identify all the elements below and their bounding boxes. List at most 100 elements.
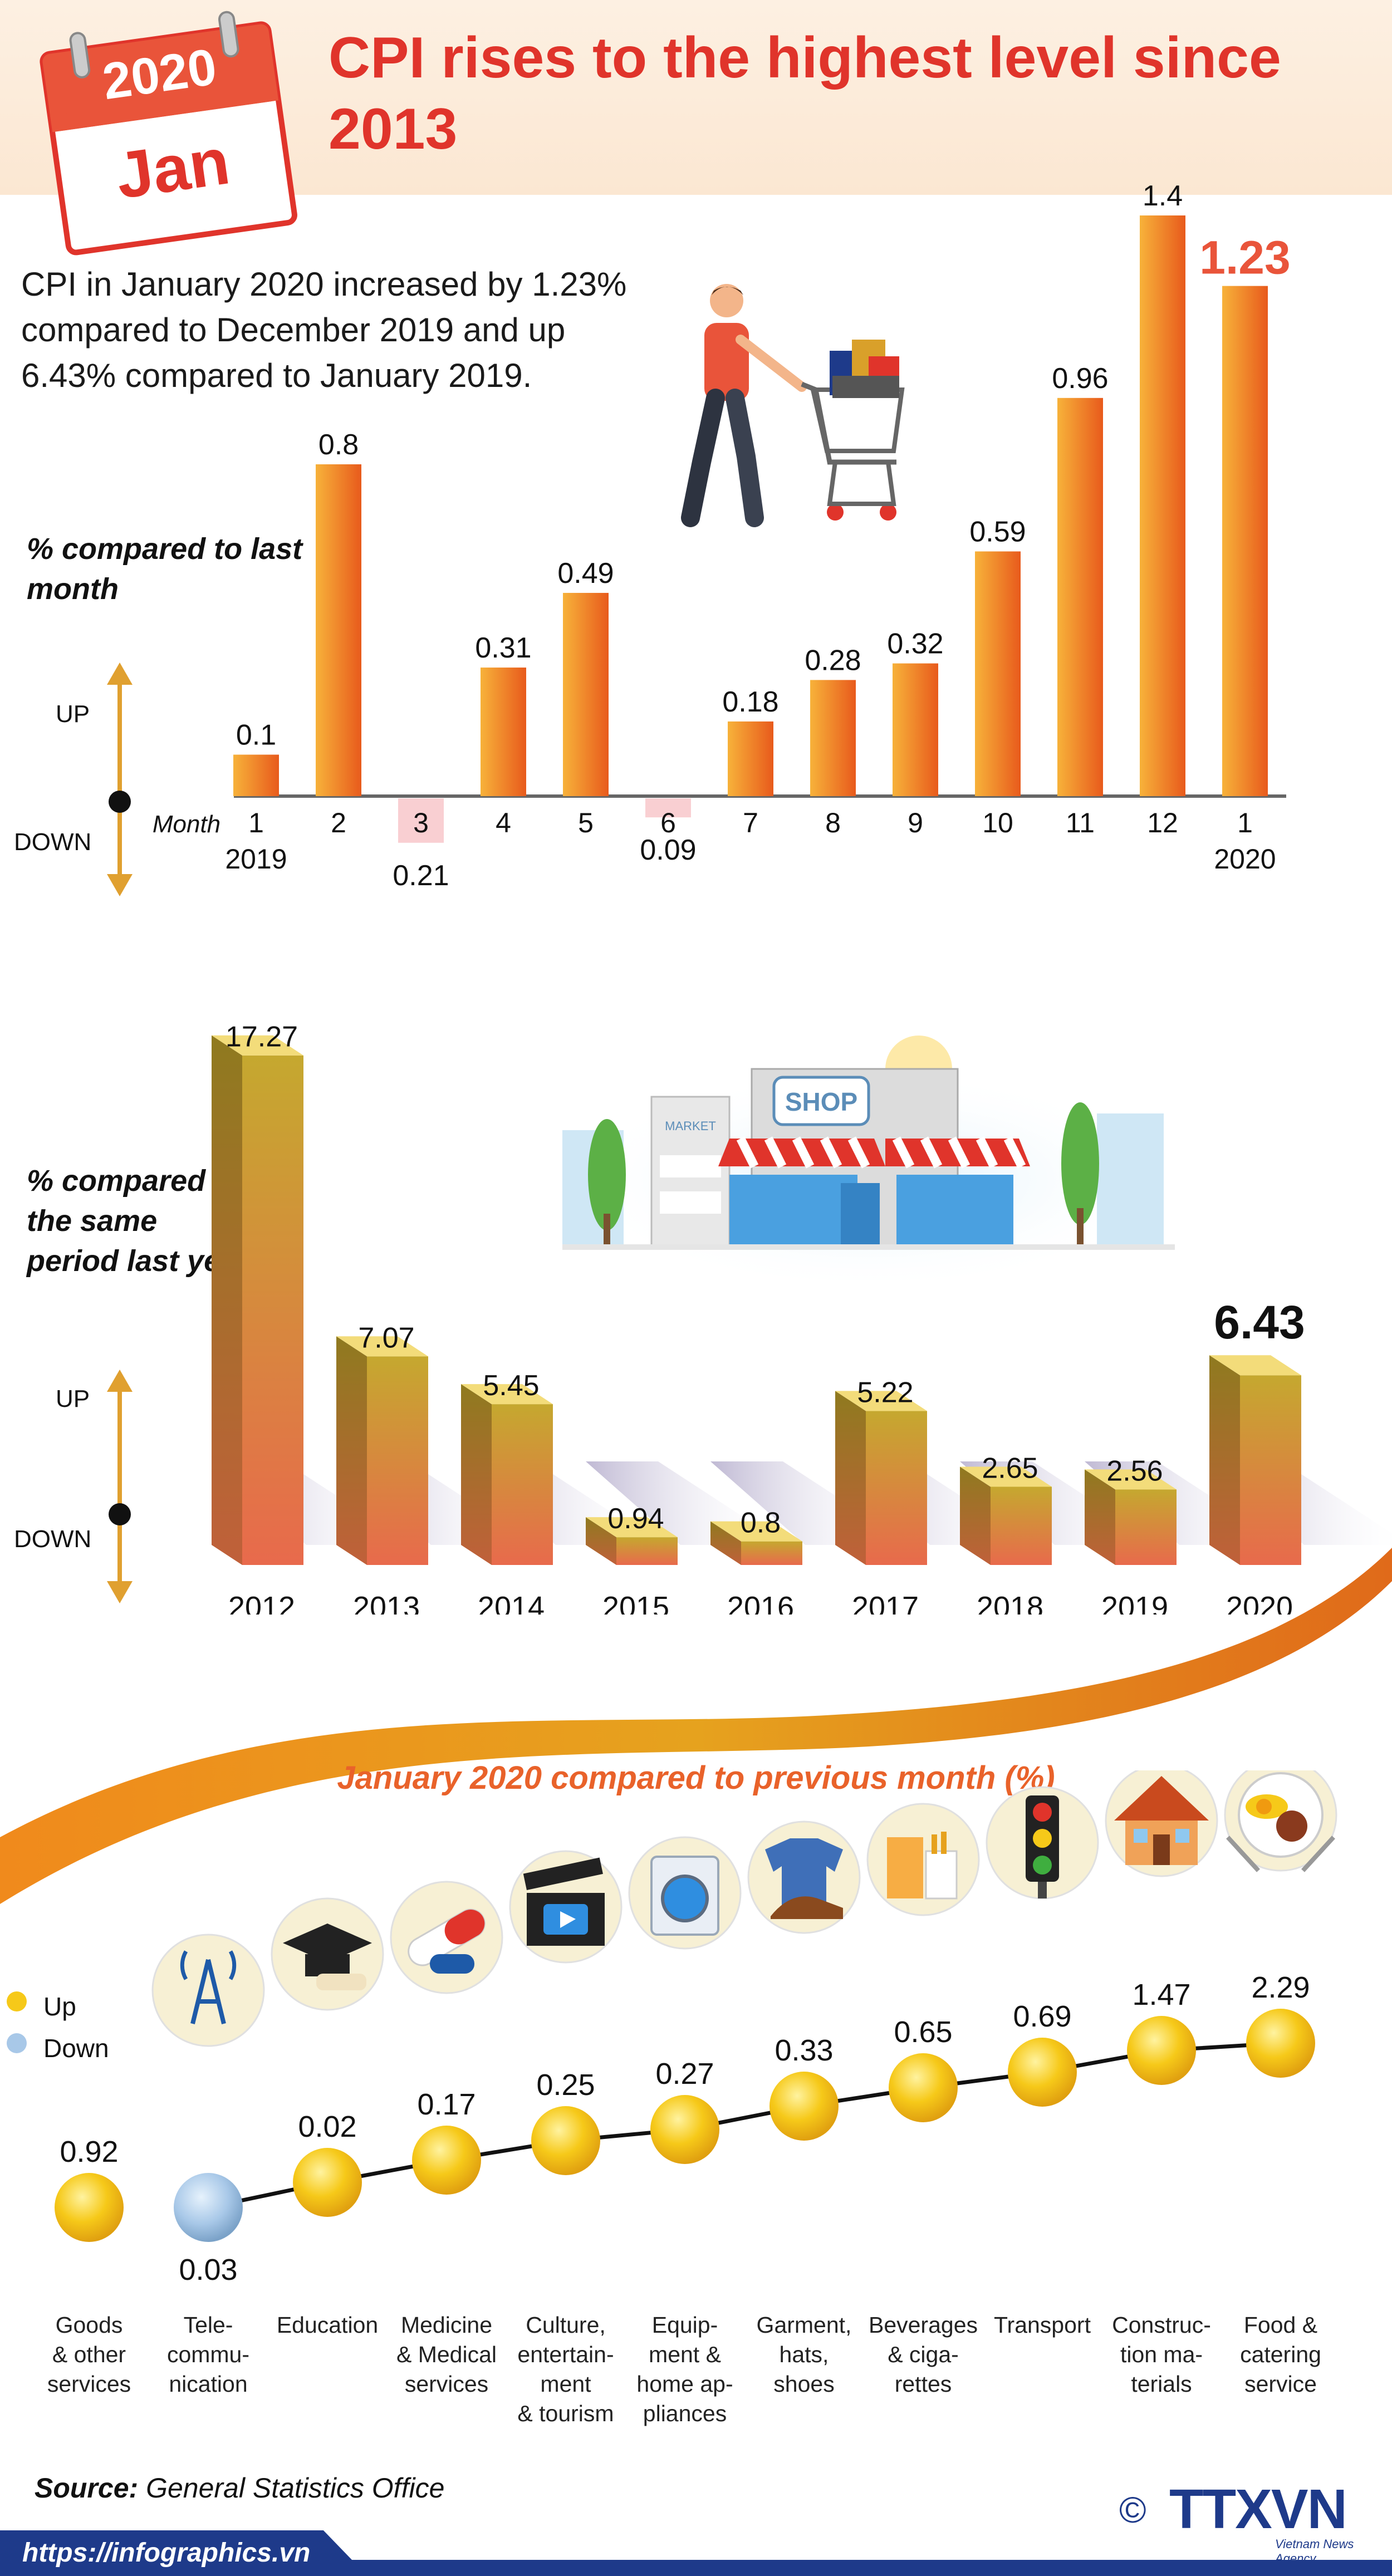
month-bar <box>316 464 361 796</box>
year-value-label: 2.56 <box>1106 1455 1163 1487</box>
up-ball <box>1008 2038 1077 2107</box>
category-label-line: commu- <box>166 2342 250 2367</box>
year-sub-label: 2019 <box>225 843 287 875</box>
juice-glass <box>887 1837 923 1898</box>
year-bar-side <box>710 1521 741 1565</box>
legend-up-label: Up <box>43 1992 76 2021</box>
cigarette <box>941 1832 947 1854</box>
steak <box>1276 1810 1307 1842</box>
legend-down-label: Down <box>43 2034 109 2063</box>
category-value-label: 0.27 <box>655 2057 714 2091</box>
yolk <box>1256 1799 1272 1814</box>
year-bar-top <box>835 1391 927 1411</box>
category-label: Equip-ment & home ap-pliances <box>624 2310 746 2428</box>
source-line: Source: General Statistics Office <box>35 2472 444 2504</box>
category-label-line: ment & <box>649 2342 721 2367</box>
month-tick-label: 12 <box>1147 807 1178 838</box>
year-bar-side <box>1209 1355 1240 1565</box>
window <box>1175 1829 1189 1843</box>
category-label-line: tion ma- <box>1120 2342 1203 2367</box>
category-label-line: Food & <box>1243 2312 1318 2338</box>
copyright-symbol: © <box>1119 2489 1146 2530</box>
shop-illustration: MARKET SHOP <box>562 1036 1175 1280</box>
year-bar-side <box>461 1384 492 1565</box>
play-triangle <box>560 1911 576 1928</box>
pill-half <box>444 1910 485 1945</box>
graduation-cap-icon <box>271 1897 384 2011</box>
month-tick-label: 1 <box>248 807 264 838</box>
category-label: Goods & other services <box>28 2310 150 2399</box>
category-cpi-chart: 0.92 0.03 0.02 0.17 0.25 0.27 0.33 0.65 0.69 1.47… <box>55 1770 1337 2286</box>
cigarette <box>932 1834 937 1854</box>
legend-up-swatch <box>7 1991 27 2011</box>
ttxvn-logo: TTXVN <box>1169 2478 1347 2540</box>
up-ball <box>412 2126 481 2195</box>
month-tick-label: 6 <box>660 807 676 838</box>
category-label-line: Construc- <box>1112 2312 1211 2338</box>
category-label-line: Transport <box>994 2312 1091 2338</box>
year-tick-label: 2020 <box>1226 1591 1293 1615</box>
drinks-icon <box>866 1803 980 1916</box>
category-label-line: home ap- <box>636 2371 733 2397</box>
month-tick-label: 11 <box>1066 807 1095 838</box>
month-tick-label: 4 <box>496 807 511 838</box>
logo-subtitle: Vietnam News Agency <box>1275 2537 1354 2565</box>
year-value-label: 7.07 <box>358 1322 414 1354</box>
cutlery <box>1226 1836 1335 1872</box>
category-value-label: 0.69 <box>1013 2000 1071 2033</box>
month-value-label: 1.4 <box>1143 180 1183 212</box>
calendar-icon: 2020 Jan <box>40 11 297 256</box>
year-bar-front <box>616 1537 678 1565</box>
year-tick-label: 2017 <box>852 1591 919 1615</box>
category-label-line: rettes <box>894 2371 952 2397</box>
up-ball <box>769 2072 839 2141</box>
site-url-link[interactable]: https://infographics.vn <box>0 2530 367 2576</box>
year-value-label: 2.65 <box>982 1453 1038 1485</box>
year-bar-side <box>336 1336 367 1565</box>
category-label: Beverages & ciga-rettes <box>862 2310 984 2399</box>
category-label: Education <box>266 2310 389 2340</box>
calendar-month: Jan <box>111 124 234 213</box>
category-label-line: Goods <box>55 2312 123 2338</box>
up-ball <box>1127 2016 1196 2085</box>
category-label-line: terials <box>1131 2371 1192 2397</box>
year-bar-top <box>1209 1355 1301 1376</box>
year-bar-top <box>336 1336 428 1357</box>
category-labels: Goods & other services Tele-commu-nication E… <box>0 2310 1392 2455</box>
month-value-label: 0.18 <box>722 686 778 718</box>
month-value-label: 0.32 <box>887 628 943 660</box>
category-label-line: entertain- <box>517 2342 614 2367</box>
antenna-icon <box>151 1934 265 2047</box>
month-bar <box>975 551 1021 796</box>
month-bar-negative <box>398 798 444 843</box>
legend-swatches <box>7 1991 27 2053</box>
cap-board <box>283 1924 372 1962</box>
door <box>1153 1834 1170 1865</box>
category-label: Culture, entertain-ment & tourism <box>504 2310 627 2428</box>
category-label-line: services <box>404 2371 489 2397</box>
year-value-label: 5.45 <box>483 1370 539 1402</box>
year-value-label: 0.8 <box>741 1507 781 1539</box>
year-bar-front <box>991 1486 1052 1565</box>
year-bar-top <box>1085 1469 1177 1490</box>
pill-icon <box>390 1881 503 1994</box>
machine-door <box>661 1875 709 1922</box>
month-bar <box>233 754 279 796</box>
month-value-label: 0.1 <box>236 719 276 752</box>
category-label-line: Beverages <box>868 2312 978 2338</box>
month-bar <box>481 668 526 796</box>
category-value-label: 0.25 <box>536 2068 595 2102</box>
category-value-label: 1.47 <box>1132 1978 1190 2011</box>
category-value-label: 2.29 <box>1251 1971 1310 2004</box>
footer-strip <box>312 2560 1392 2576</box>
category-section-title: January 2020 compared to previous month … <box>337 1760 1055 1796</box>
category-label-line: nication <box>169 2371 248 2397</box>
down-label-1: DOWN <box>14 828 92 856</box>
year-tick-label: 2016 <box>727 1591 794 1615</box>
year-value-label: 17.27 <box>226 1021 298 1053</box>
year-bar-front <box>492 1404 553 1565</box>
up-ball <box>650 2095 719 2164</box>
year-tick-label: 2013 <box>353 1591 420 1615</box>
month-value-label: 0.49 <box>557 557 614 590</box>
year-value-label: 0.94 <box>607 1503 664 1535</box>
